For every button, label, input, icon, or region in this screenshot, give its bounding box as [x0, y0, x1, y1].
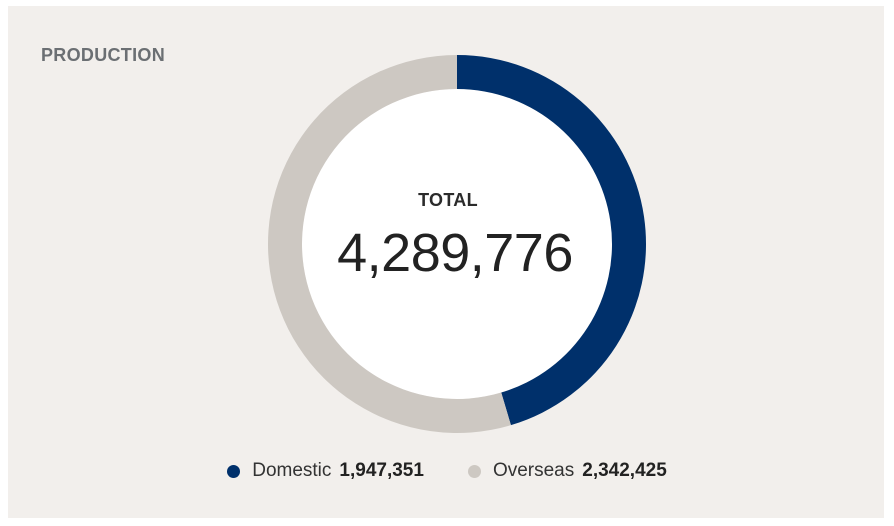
- legend: Domestic 1,947,351 Overseas 2,342,425: [0, 460, 894, 482]
- legend-marker-domestic: [227, 464, 241, 478]
- legend-label-domestic: Domestic: [252, 460, 332, 481]
- production-card: PRODUCTION: [8, 6, 884, 518]
- legend-value-overseas: 2,342,425: [582, 460, 667, 481]
- total-label: TOTAL: [418, 190, 478, 210]
- donut-chart: [268, 55, 647, 433]
- donut-center: [302, 89, 612, 399]
- legend-item-domestic: Domestic 1,947,351: [227, 460, 424, 482]
- legend-value-domestic: 1,947,351: [339, 460, 424, 481]
- legend-label-overseas: Overseas: [492, 460, 575, 481]
- legend-item-overseas: Overseas 2,342,425: [467, 460, 667, 482]
- legend-marker-overseas: [467, 464, 481, 478]
- donut-slice-domestic: [457, 55, 647, 426]
- card-title: PRODUCTION: [41, 45, 165, 65]
- total-value: 4,289,776: [337, 223, 573, 283]
- donut-slice-overseas: [268, 55, 511, 433]
